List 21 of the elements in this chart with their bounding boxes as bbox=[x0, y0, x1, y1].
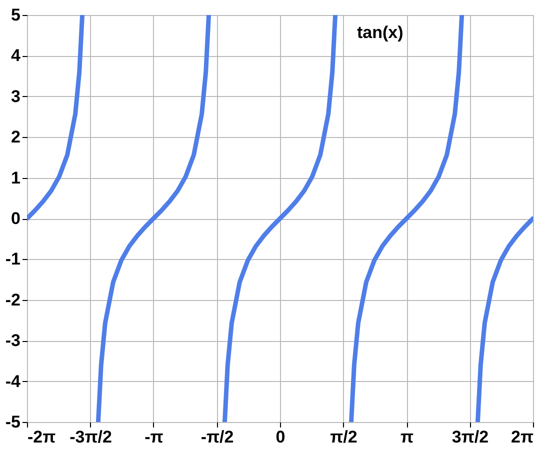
y-tick-label: 1 bbox=[11, 168, 20, 188]
annotation: tan(x) bbox=[357, 23, 404, 42]
y-tick-label: 0 bbox=[11, 209, 20, 228]
y-tick-label: -2 bbox=[5, 290, 20, 310]
x-tick-label: 0 bbox=[276, 428, 286, 446]
y-tick-label: 4 bbox=[11, 46, 22, 66]
x-tick-label: -π bbox=[144, 428, 164, 446]
y-tick-label: -1 bbox=[5, 250, 20, 269]
x-tick-label: -3π/2 bbox=[70, 428, 112, 446]
x-tick-label: 3π/2 bbox=[452, 428, 489, 446]
x-tick-label: -π/2 bbox=[200, 428, 234, 446]
y-tick-label: 5 bbox=[11, 6, 20, 24]
x-tick-label: π bbox=[400, 428, 414, 446]
x-tick-label: 2π bbox=[511, 428, 534, 446]
y-tick-label: 3 bbox=[11, 86, 20, 106]
x-tick-label: -2π bbox=[28, 428, 56, 446]
x-tick-label: π/2 bbox=[330, 428, 358, 446]
y-tick-label: -4 bbox=[5, 372, 22, 391]
y-tick-label: -5 bbox=[5, 412, 20, 432]
y-tick-label: 2 bbox=[11, 128, 20, 147]
y-tick-label: -3 bbox=[5, 331, 20, 350]
